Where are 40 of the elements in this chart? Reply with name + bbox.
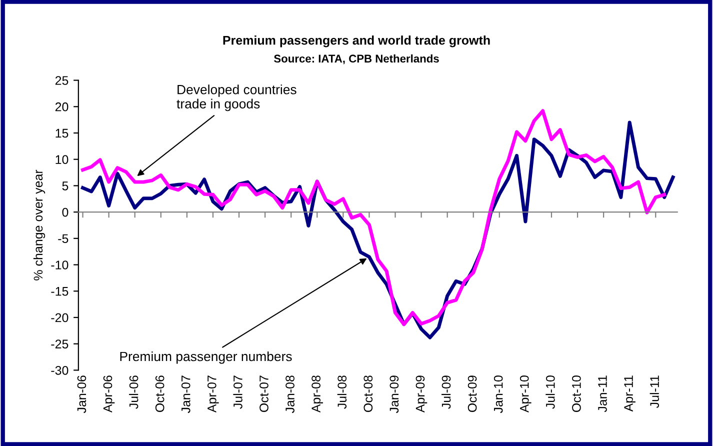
x-tick-label: Oct-08 bbox=[364, 376, 373, 412]
y-tick-label: 25 bbox=[55, 76, 68, 85]
y-tick-label: -25 bbox=[51, 340, 68, 348]
y-tick-label: 0 bbox=[62, 208, 68, 217]
y-tick-label: 5 bbox=[62, 182, 68, 190]
x-tick-label: Jul-08 bbox=[337, 376, 347, 409]
x-tick-label: Oct-06 bbox=[155, 376, 164, 412]
x-tick-label: Jul-11 bbox=[650, 376, 660, 408]
x-tick-label: Jan-08 bbox=[286, 376, 294, 414]
x-tick-label: Oct-10 bbox=[572, 376, 581, 412]
x-tick-label: Apr-06 bbox=[103, 376, 115, 413]
x-tick-label: Jan-10 bbox=[494, 376, 503, 414]
x-tick-label: Jan-07 bbox=[181, 376, 190, 414]
chart-subtitle: Source: IATA, CPB Netherlands bbox=[274, 54, 439, 64]
x-tick-label: Jan-09 bbox=[390, 376, 399, 414]
x-tick-label: Oct-07 bbox=[260, 376, 268, 412]
y-tick-label: -20 bbox=[51, 313, 68, 322]
y-axis-title: % change over year bbox=[33, 170, 46, 280]
x-tick-label: Jul-09 bbox=[442, 376, 451, 409]
x-tick-label: Apr-08 bbox=[312, 376, 323, 413]
x-tick-label: Jul-06 bbox=[129, 376, 138, 409]
y-tick-label: 15 bbox=[56, 128, 68, 138]
y-tick-label: 10 bbox=[56, 155, 68, 164]
x-tick-label: Apr-11 bbox=[624, 376, 636, 412]
x-tick-label: Jan-06 bbox=[77, 376, 86, 414]
x-tick-label: Apr-07 bbox=[207, 376, 219, 413]
annotation: Developed countries trade in goods bbox=[176, 84, 296, 112]
x-tick-label: Apr-09 bbox=[416, 376, 428, 413]
x-tick-label: Oct-09 bbox=[468, 376, 477, 412]
x-tick-label: Jul-10 bbox=[546, 376, 555, 409]
y-tick-label: -10 bbox=[51, 260, 68, 270]
y-tick-label: -5 bbox=[58, 234, 68, 244]
x-tick-label: Jul-07 bbox=[233, 376, 242, 409]
x-tick-label: Apr-10 bbox=[520, 376, 532, 413]
x-tick-label: Jan-11 bbox=[598, 376, 607, 412]
annotation: Premium passenger numbers bbox=[120, 351, 292, 364]
y-tick-label: -15 bbox=[51, 287, 68, 296]
chart-title: Premium passengers and world trade growth bbox=[223, 36, 490, 48]
y-tick-label: -30 bbox=[51, 366, 68, 375]
y-tick-label: 20 bbox=[55, 102, 68, 112]
